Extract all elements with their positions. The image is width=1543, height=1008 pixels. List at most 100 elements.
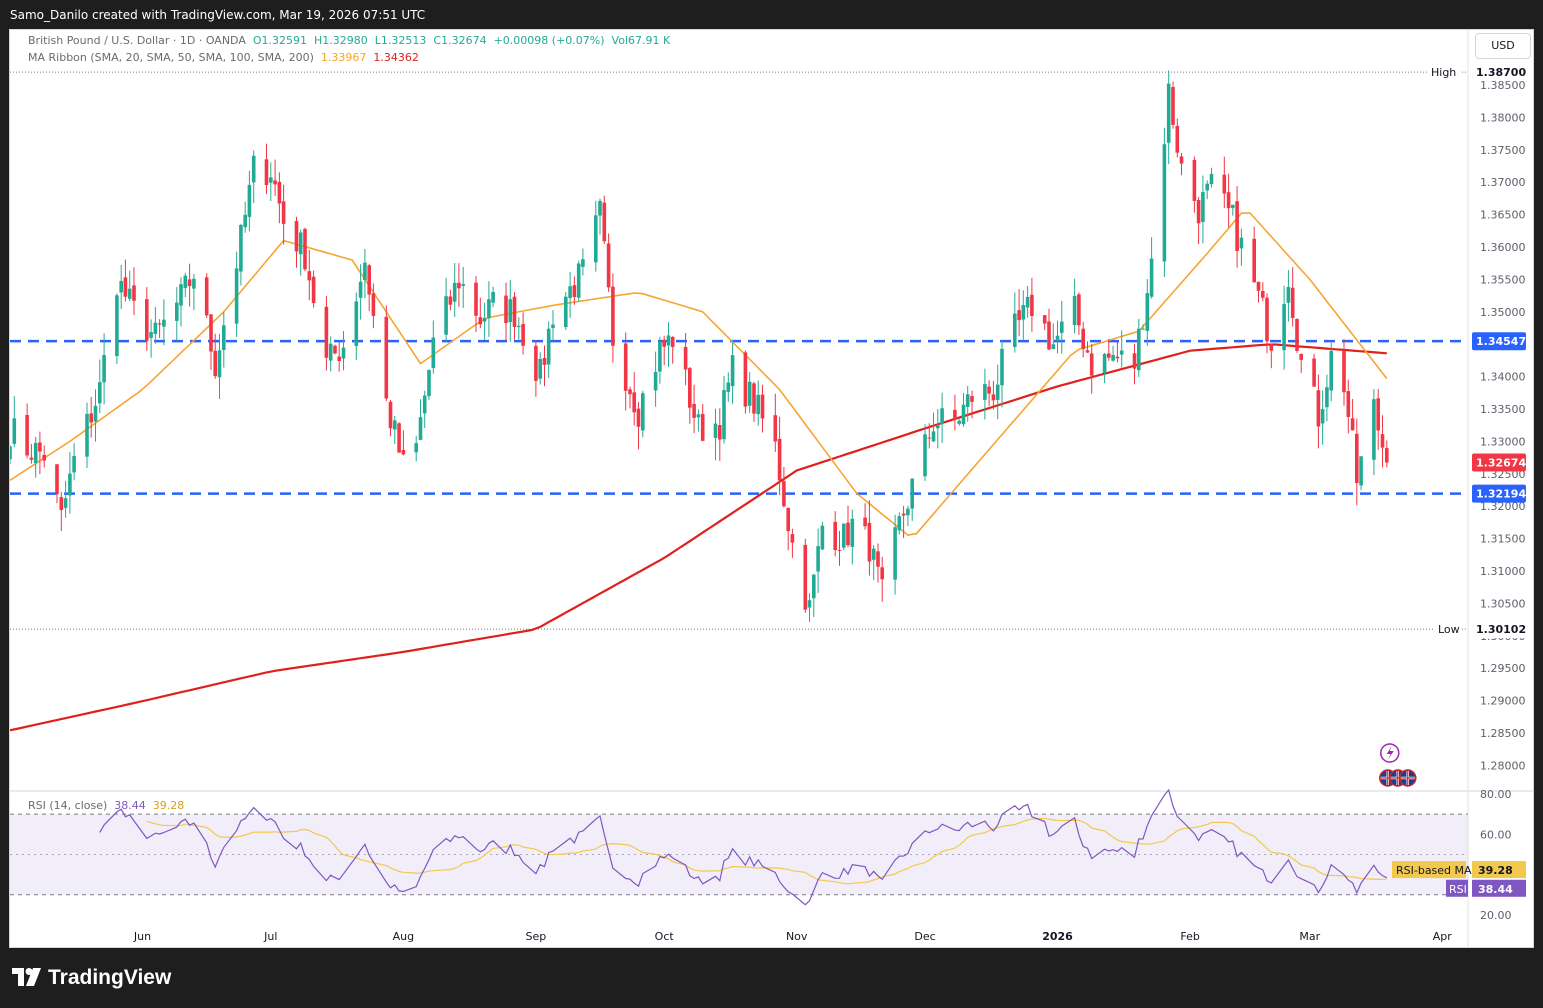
candle-up[interactable] (1060, 300, 1064, 354)
candle-down[interactable] (718, 408, 722, 461)
candle-up[interactable] (995, 364, 1000, 420)
candle-up[interactable] (1320, 390, 1325, 445)
candle-up[interactable] (251, 150, 256, 203)
candle-down[interactable] (1107, 339, 1111, 361)
candle-down[interactable] (846, 505, 850, 548)
candle-down[interactable] (760, 384, 765, 433)
candle-down[interactable] (786, 507, 790, 551)
candle-down[interactable] (833, 511, 837, 557)
candle-up[interactable] (491, 286, 495, 308)
candle-down[interactable] (1175, 118, 1180, 158)
candle-up[interactable] (183, 272, 188, 298)
candle-up[interactable] (85, 402, 89, 468)
candle-down[interactable] (1235, 186, 1239, 268)
candle-down[interactable] (1269, 343, 1274, 369)
candle-down[interactable] (145, 287, 149, 351)
candle-up[interactable] (149, 319, 153, 358)
candle-down[interactable] (42, 445, 46, 468)
candle-up[interactable] (961, 393, 966, 427)
candle-down[interactable] (311, 270, 316, 308)
candle-down[interactable] (773, 393, 778, 452)
lightning-event-icon[interactable] (1380, 743, 1400, 763)
candle-up[interactable] (965, 386, 970, 422)
high-price-tag[interactable]: 1.38700 (1472, 63, 1526, 82)
candle-up[interactable] (807, 593, 812, 622)
candle-up[interactable] (931, 412, 936, 442)
candle-up[interactable] (538, 352, 542, 385)
candle-up[interactable] (239, 223, 243, 286)
candle-up[interactable] (1149, 237, 1154, 299)
candle-up[interactable] (1013, 292, 1017, 353)
candle-down[interactable] (1385, 440, 1389, 468)
candle-down[interactable] (1030, 277, 1034, 332)
candle-down[interactable] (777, 416, 782, 496)
candle-down[interactable] (132, 267, 136, 316)
candle-up[interactable] (452, 263, 457, 318)
candle-up[interactable] (358, 264, 363, 320)
candle-up[interactable] (222, 311, 226, 368)
candle-up[interactable] (153, 307, 158, 344)
candle-up[interactable] (906, 505, 910, 527)
candle-down[interactable] (1256, 281, 1261, 303)
candle-up[interactable] (551, 310, 555, 342)
candle-down[interactable] (1115, 341, 1120, 363)
candle-down[interactable] (1017, 289, 1021, 337)
candle-down[interactable] (384, 305, 389, 402)
candle-down[interactable] (1192, 156, 1197, 213)
candle-up[interactable] (568, 271, 572, 318)
candle-up[interactable] (247, 170, 252, 232)
candle-down[interactable] (970, 390, 974, 419)
candle-down[interactable] (273, 159, 277, 196)
candle-down[interactable] (1222, 156, 1227, 209)
candle-down[interactable] (628, 386, 632, 409)
candle-down[interactable] (606, 233, 611, 292)
candle-up[interactable] (422, 390, 427, 428)
candle-up[interactable] (461, 266, 465, 308)
candle-up[interactable] (726, 372, 731, 402)
candle-down[interactable] (1295, 318, 1299, 353)
candle-up[interactable] (68, 451, 72, 514)
candle-up[interactable] (730, 342, 735, 404)
candle-up[interactable] (269, 162, 273, 201)
candle-up[interactable] (871, 545, 876, 580)
candle-down[interactable] (521, 312, 525, 355)
candle-up[interactable] (1051, 323, 1056, 350)
candle-up[interactable] (842, 523, 846, 551)
candle-up[interactable] (354, 292, 359, 360)
candle-down[interactable] (1047, 308, 1051, 351)
candle-up[interactable] (328, 336, 333, 372)
candle-up[interactable] (1359, 456, 1363, 491)
candle-up[interactable] (910, 478, 914, 521)
candle-up[interactable] (72, 443, 76, 481)
candle-down[interactable] (371, 283, 376, 329)
candle-up[interactable] (1166, 70, 1171, 165)
chart-frame[interactable]: 1.390001.385001.380001.375001.370001.365… (9, 29, 1534, 948)
candle-up[interactable] (594, 200, 598, 272)
candle-down[interactable] (401, 430, 406, 456)
candle-up[interactable] (546, 321, 551, 379)
candle-up[interactable] (1145, 279, 1150, 346)
candle-down[interactable] (1089, 343, 1094, 394)
candle-down[interactable] (1355, 418, 1359, 506)
candle-down[interactable] (837, 530, 842, 566)
rsi-tag[interactable]: RSI 38.44 (1446, 879, 1526, 897)
candle-up[interactable] (234, 251, 239, 338)
candle-down[interactable] (1342, 339, 1346, 406)
candle-down[interactable] (264, 143, 269, 195)
candle-down[interactable] (1132, 343, 1137, 385)
last-price-tag[interactable]: 1.32674 (1472, 453, 1526, 472)
candle-down[interactable] (1085, 341, 1090, 353)
candle-down[interactable] (25, 403, 29, 459)
candle-down[interactable] (692, 384, 696, 434)
candle-up[interactable] (217, 334, 222, 399)
candle-up[interactable] (1141, 324, 1145, 330)
candle-up[interactable] (363, 249, 367, 299)
candle-up[interactable] (1072, 278, 1077, 334)
candle-up[interactable] (93, 389, 98, 442)
candle-up[interactable] (517, 317, 521, 340)
candle-up[interactable] (444, 277, 448, 342)
candle-up[interactable] (812, 574, 816, 617)
candle-up[interactable] (298, 229, 303, 276)
candle-up[interactable] (1372, 389, 1376, 476)
candle-down[interactable] (752, 381, 756, 422)
